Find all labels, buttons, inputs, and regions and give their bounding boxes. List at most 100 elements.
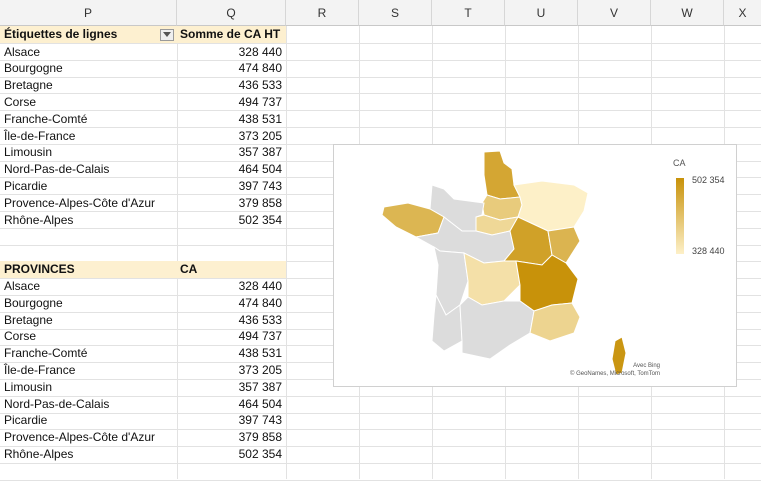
row-label[interactable]: Franche-Comté — [4, 346, 88, 361]
row-value[interactable]: 474 840 — [238, 61, 282, 76]
row-value[interactable]: 379 858 — [238, 430, 282, 445]
row-label[interactable]: Bretagne — [4, 78, 53, 93]
map-attribution-providers: © GeoNames, Microsoft, TomTom — [570, 371, 660, 377]
column-header-p[interactable]: P — [0, 0, 177, 26]
column-letter: Q — [226, 5, 236, 20]
column-letter: T — [464, 5, 472, 20]
column-letter: R — [317, 5, 327, 20]
column-letter: V — [609, 5, 618, 20]
column-letter: X — [738, 5, 747, 20]
region-limousin[interactable] — [463, 252, 521, 306]
region-midi-pyrenees[interactable] — [459, 296, 535, 360]
region-rhone-alpes[interactable] — [515, 254, 579, 312]
row-label[interactable]: Limousin — [4, 379, 53, 394]
row-value[interactable]: 502 354 — [238, 447, 282, 461]
region-corse[interactable] — [611, 336, 627, 376]
row-label[interactable]: Nord-Pas-de-Calais — [4, 162, 110, 177]
column-letter: P — [83, 5, 92, 20]
provinces-header-value[interactable]: CA — [180, 262, 198, 276]
row-label[interactable]: Nord-Pas-de-Calais — [4, 396, 110, 411]
legend-min-label: 328 440 — [692, 246, 725, 256]
row-value[interactable]: 328 440 — [238, 44, 282, 59]
filled-map-chart[interactable]: CA 502 354 328 440 Avec Bing © GeoNames,… — [333, 144, 737, 387]
map-attribution-bing: Avec Bing — [633, 363, 660, 369]
column-header-v[interactable]: V — [578, 0, 651, 26]
row-value[interactable]: 397 743 — [238, 178, 282, 193]
row-label[interactable]: Alsace — [4, 279, 41, 293]
legend-max-label: 502 354 — [692, 175, 725, 185]
row-label[interactable]: Picardie — [4, 178, 48, 193]
row-value[interactable]: 328 440 — [238, 279, 282, 293]
france-map — [381, 150, 684, 376]
gridline — [0, 110, 761, 112]
row-value[interactable]: 474 840 — [238, 295, 282, 310]
row-label[interactable]: Franche-Comté — [4, 111, 88, 126]
row-value[interactable]: 357 387 — [238, 379, 282, 394]
row-label[interactable]: Bourgogne — [4, 61, 63, 76]
column-header-r[interactable]: R — [286, 0, 359, 26]
row-value[interactable]: 379 858 — [238, 195, 282, 210]
row-value[interactable]: 436 533 — [238, 78, 282, 93]
gridline — [0, 43, 761, 44]
gridline — [0, 463, 761, 464]
column-header-t[interactable]: T — [432, 0, 505, 26]
row-label[interactable]: Alsace — [4, 44, 41, 59]
column-letter: S — [390, 5, 399, 20]
pivot-header-band — [0, 26, 286, 43]
row-label[interactable]: Bretagne — [4, 312, 53, 327]
dropdown-arrow-icon — [163, 32, 171, 37]
gridline — [0, 59, 761, 61]
row-label[interactable]: Rhône-Alpes — [4, 212, 74, 227]
gridline — [286, 26, 287, 479]
column-header-s[interactable]: S — [359, 0, 432, 26]
region-aquitaine[interactable] — [431, 293, 463, 352]
row-label[interactable]: Île-de-France — [4, 363, 76, 377]
gridline — [0, 446, 761, 448]
gridline — [177, 26, 178, 479]
row-value[interactable]: 502 354 — [238, 212, 282, 227]
gridline — [0, 412, 761, 414]
column-letter: W — [681, 5, 693, 20]
column-header-u[interactable]: U — [505, 0, 578, 26]
row-value[interactable]: 397 743 — [238, 413, 282, 428]
pivot-header-value[interactable]: Somme de CA HT — [180, 27, 281, 41]
row-label[interactable]: Provence-Alpes-Côte d'Azur — [4, 430, 156, 445]
row-label[interactable]: Île-de-France — [4, 128, 76, 143]
row-label[interactable]: Provence-Alpes-Côte d'Azur — [4, 195, 156, 210]
row-value[interactable]: 436 533 — [238, 312, 282, 327]
gridline — [0, 395, 761, 397]
row-label[interactable]: Rhône-Alpes — [4, 447, 74, 461]
gridline — [0, 76, 761, 78]
gridline — [0, 93, 761, 95]
column-header-w[interactable]: W — [651, 0, 724, 26]
row-label[interactable]: Corse — [4, 329, 37, 344]
provinces-header-label[interactable]: PROVINCES — [4, 262, 75, 276]
row-label[interactable]: Picardie — [4, 413, 48, 428]
row-value[interactable]: 494 737 — [238, 94, 282, 109]
row-value[interactable]: 357 387 — [238, 145, 282, 160]
region-alsace[interactable] — [513, 180, 589, 232]
row-value[interactable]: 438 531 — [238, 111, 282, 126]
provinces-header-band — [0, 261, 286, 278]
row-value[interactable]: 438 531 — [238, 346, 282, 361]
row-value[interactable]: 373 205 — [238, 363, 282, 377]
row-label[interactable]: Bourgogne — [4, 295, 63, 310]
gridline — [0, 127, 761, 128]
column-header-x[interactable]: X — [724, 0, 761, 26]
column-letter: U — [536, 5, 546, 20]
pivot-header-label[interactable]: Étiquettes de lignes — [4, 27, 118, 41]
region-nord-pas-de-calais[interactable] — [483, 150, 521, 200]
row-value[interactable]: 464 504 — [238, 162, 282, 177]
row-label[interactable]: Corse — [4, 94, 37, 109]
legend-title: CA — [673, 158, 686, 168]
row-value[interactable]: 494 737 — [238, 329, 282, 344]
row-value[interactable]: 373 205 — [238, 128, 282, 143]
row-label[interactable]: Limousin — [4, 145, 53, 160]
row-value[interactable]: 464 504 — [238, 396, 282, 411]
legend-gradient — [676, 178, 684, 254]
dropdown-arrow-icon[interactable] — [160, 29, 174, 41]
region-paca[interactable] — [529, 302, 581, 342]
region-franche-comte[interactable] — [547, 226, 581, 264]
column-header-q[interactable]: Q — [177, 0, 286, 26]
